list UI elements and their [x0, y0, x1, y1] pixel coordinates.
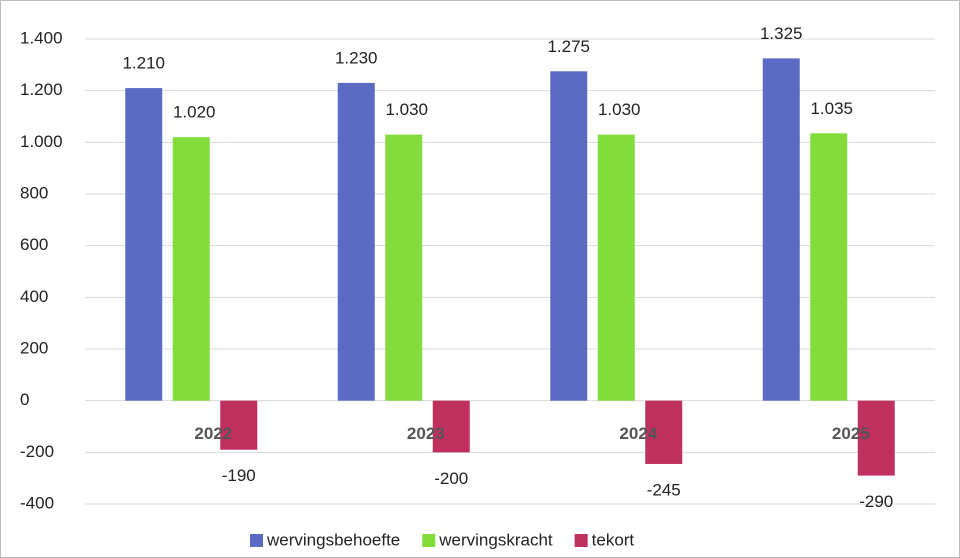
y-tick-label: 200: [20, 338, 48, 357]
bar: [645, 400, 683, 464]
legend-label: tekort: [592, 530, 635, 549]
bar: [385, 134, 423, 401]
data-label: -290: [859, 492, 893, 511]
bar: [172, 137, 210, 401]
y-tick-label: 400: [20, 287, 48, 306]
bar: [550, 71, 588, 401]
y-tick-label: 1.000: [20, 132, 63, 151]
y-tick-label: 600: [20, 235, 48, 254]
legend-swatch: [422, 534, 436, 547]
y-tick-label: 0: [20, 390, 29, 409]
legend-swatch: [574, 534, 588, 547]
bar: [220, 400, 258, 450]
bar: [810, 133, 848, 401]
data-label: -200: [434, 469, 468, 488]
legend-label: wervingskracht: [438, 530, 553, 549]
data-label: -245: [647, 480, 681, 499]
bar: [432, 400, 470, 453]
data-label: 1.275: [547, 37, 590, 56]
y-tick-label: -400: [20, 493, 54, 512]
x-tick-label: 2025: [832, 424, 870, 443]
data-label: 1.325: [760, 24, 803, 43]
legend-swatch: [250, 534, 263, 547]
data-label: 1.030: [385, 100, 428, 119]
bar: [857, 400, 895, 476]
data-label: 1.030: [598, 100, 641, 119]
x-tick-label: 2022: [194, 424, 232, 443]
bar: [597, 134, 635, 401]
data-label: 1.230: [335, 48, 378, 67]
x-tick-label: 2023: [407, 424, 445, 443]
y-tick-label: -200: [20, 442, 54, 461]
data-label: 1.210: [122, 54, 165, 73]
data-label: 1.020: [173, 103, 216, 122]
x-tick-label: 2024: [619, 424, 657, 443]
y-tick-label: 800: [20, 183, 48, 202]
data-label: 1.035: [810, 99, 853, 118]
bar: [125, 88, 163, 401]
y-tick-label: 1.400: [20, 28, 63, 47]
bar: [762, 58, 800, 401]
bar: [337, 82, 375, 401]
data-label: -190: [222, 466, 256, 485]
y-tick-label: 1.200: [20, 80, 63, 99]
legend-label: wervingsbehoefte: [266, 530, 400, 549]
